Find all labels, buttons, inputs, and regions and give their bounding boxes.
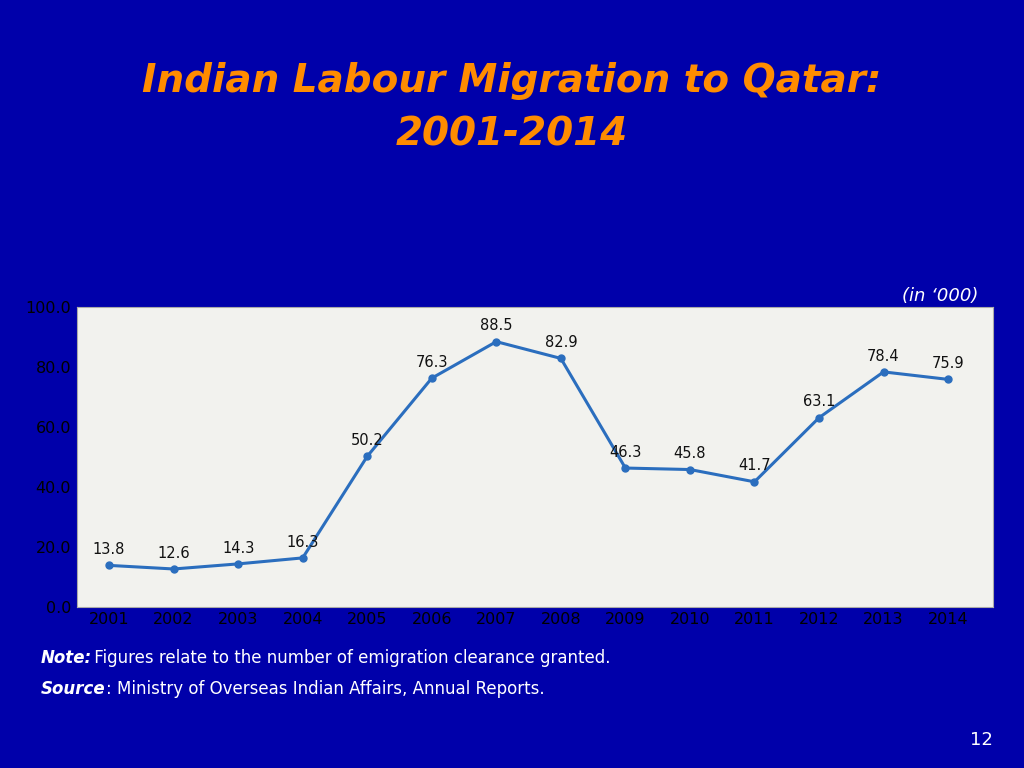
Text: 75.9: 75.9 [932, 356, 965, 371]
Text: : Ministry of Overseas Indian Affairs, Annual Reports.: : Ministry of Overseas Indian Affairs, A… [106, 680, 545, 697]
Text: 50.2: 50.2 [351, 433, 384, 448]
Text: 45.8: 45.8 [674, 446, 707, 462]
Text: 12: 12 [971, 731, 993, 749]
Text: 46.3: 46.3 [609, 445, 642, 460]
Text: Indian Labour Migration to Qatar:: Indian Labour Migration to Qatar: [142, 61, 882, 100]
Text: 2001-2014: 2001-2014 [396, 115, 628, 154]
Text: 14.3: 14.3 [222, 541, 254, 555]
Text: 13.8: 13.8 [93, 542, 125, 557]
Text: 88.5: 88.5 [480, 318, 513, 333]
Text: 76.3: 76.3 [416, 355, 449, 370]
Text: 16.3: 16.3 [287, 535, 318, 550]
Text: Note:: Note: [41, 649, 92, 667]
Text: 12.6: 12.6 [158, 545, 189, 561]
Text: 63.1: 63.1 [803, 395, 836, 409]
Text: 41.7: 41.7 [738, 458, 771, 474]
Text: 78.4: 78.4 [867, 349, 900, 363]
Text: 82.9: 82.9 [545, 335, 578, 350]
Text: Figures relate to the number of emigration clearance granted.: Figures relate to the number of emigrati… [89, 649, 610, 667]
Text: Source: Source [41, 680, 105, 697]
Text: (in ‘000): (in ‘000) [901, 286, 978, 305]
